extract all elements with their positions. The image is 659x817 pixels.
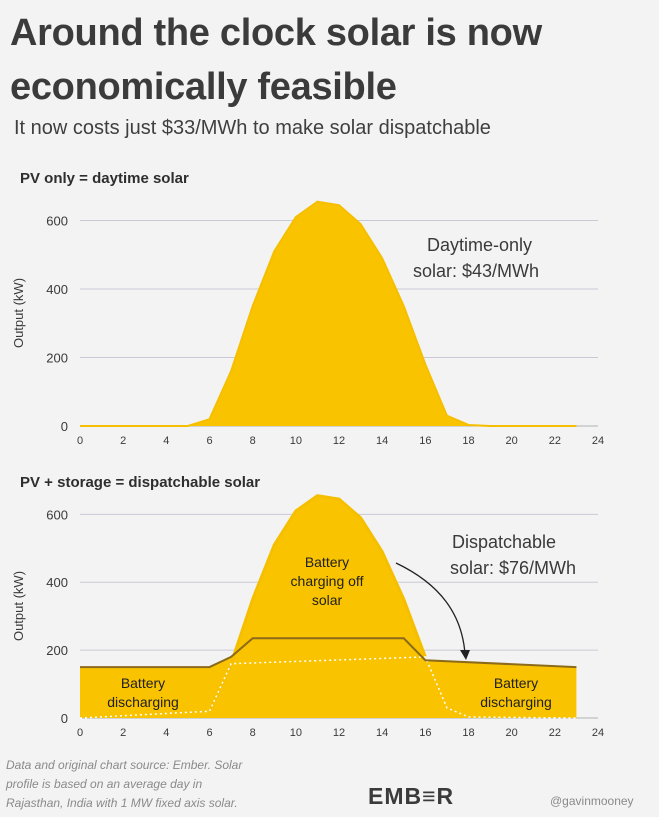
y-tick-label: 0 [61, 711, 68, 726]
source-note-line: Data and original chart source: Ember. S… [6, 758, 243, 772]
x-tick-label: 20 [506, 727, 518, 739]
dispatchable-output-line [80, 637, 577, 669]
annotation-daytime-only: Daytime-only [427, 235, 532, 255]
title-line-1: Around the clock solar is now [10, 12, 542, 54]
x-tick-label: 12 [333, 727, 345, 739]
x-tick-label: 18 [462, 435, 474, 447]
x-tick-label: 6 [206, 435, 212, 447]
solar-output-line [80, 200, 577, 427]
x-tick-label: 14 [376, 435, 388, 447]
y-tick-label: 0 [61, 419, 68, 434]
solar-output-area [80, 201, 577, 426]
x-tick-label: 22 [549, 435, 561, 447]
y-tick-label: 200 [46, 643, 68, 658]
x-tick-label: 2 [120, 435, 126, 447]
x-tick-label: 4 [163, 727, 169, 739]
annotation-battery-charging: solar [312, 592, 343, 608]
dispatchable-output-area [80, 638, 577, 718]
x-tick-label: 16 [419, 727, 431, 739]
source-note: Data and original chart source: Ember. S… [6, 756, 306, 813]
y-tick-label: 600 [46, 214, 68, 229]
chart1-title: PV only = daytime solar [20, 170, 189, 187]
annotation-dispatchable: Dispatchable [452, 532, 556, 552]
x-tick-label: 0 [77, 435, 83, 447]
y-axis-label: Output (kW) [11, 571, 26, 641]
annotation-battery-discharging-right: discharging [480, 694, 552, 710]
x-tick-label: 4 [163, 435, 169, 447]
annotation-battery-discharging-left: Battery [121, 675, 165, 691]
x-tick-label: 20 [506, 435, 518, 447]
solar-output-line [208, 494, 427, 712]
x-tick-label: 8 [250, 435, 256, 447]
x-tick-label: 24 [592, 435, 604, 447]
annotation-dispatchable: solar: $76/MWh [450, 558, 576, 578]
y-tick-label: 600 [46, 507, 68, 522]
page-subtitle: It now costs just $33/MWh to make solar … [14, 117, 491, 139]
y-tick-label: 200 [46, 351, 68, 366]
x-tick-label: 10 [290, 727, 302, 739]
x-tick-label: 18 [462, 727, 474, 739]
x-tick-label: 10 [290, 435, 302, 447]
annotation-daytime-cost: solar: $43/MWh [413, 261, 539, 281]
annotation-battery-charging: charging off [291, 573, 364, 589]
y-tick-label: 400 [46, 282, 68, 297]
source-note-line: Rajasthan, India with 1 MW fixed axis so… [6, 796, 238, 810]
solar-dotted-line [79, 656, 577, 719]
x-tick-label: 22 [549, 727, 561, 739]
annotation-battery-charging: Battery [305, 554, 349, 570]
x-tick-label: 8 [250, 727, 256, 739]
x-tick-label: 24 [592, 727, 604, 739]
x-tick-label: 12 [333, 435, 345, 447]
x-tick-label: 0 [77, 727, 83, 739]
author-handle: @gavinmooney [550, 794, 634, 808]
source-note-line: profile is based on an average day in [6, 777, 203, 791]
y-axis-label: Output (kW) [11, 278, 26, 348]
x-tick-label: 16 [419, 435, 431, 447]
annotation-battery-discharging-left: discharging [107, 694, 179, 710]
x-tick-label: 14 [376, 727, 388, 739]
annotation-arrow [395, 562, 466, 655]
x-tick-label: 6 [206, 727, 212, 739]
annotation-battery-discharging-right: Battery [494, 675, 538, 691]
ember-logo: EMB≡R [368, 783, 455, 809]
title-line-2: economically feasible [10, 66, 397, 108]
page-title: Around the clock solar is now economical… [10, 6, 650, 114]
y-tick-label: 400 [46, 575, 68, 590]
annotation-arrowhead [460, 650, 470, 660]
chart2-title: PV + storage = dispatchable solar [20, 474, 261, 491]
x-tick-label: 2 [120, 727, 126, 739]
